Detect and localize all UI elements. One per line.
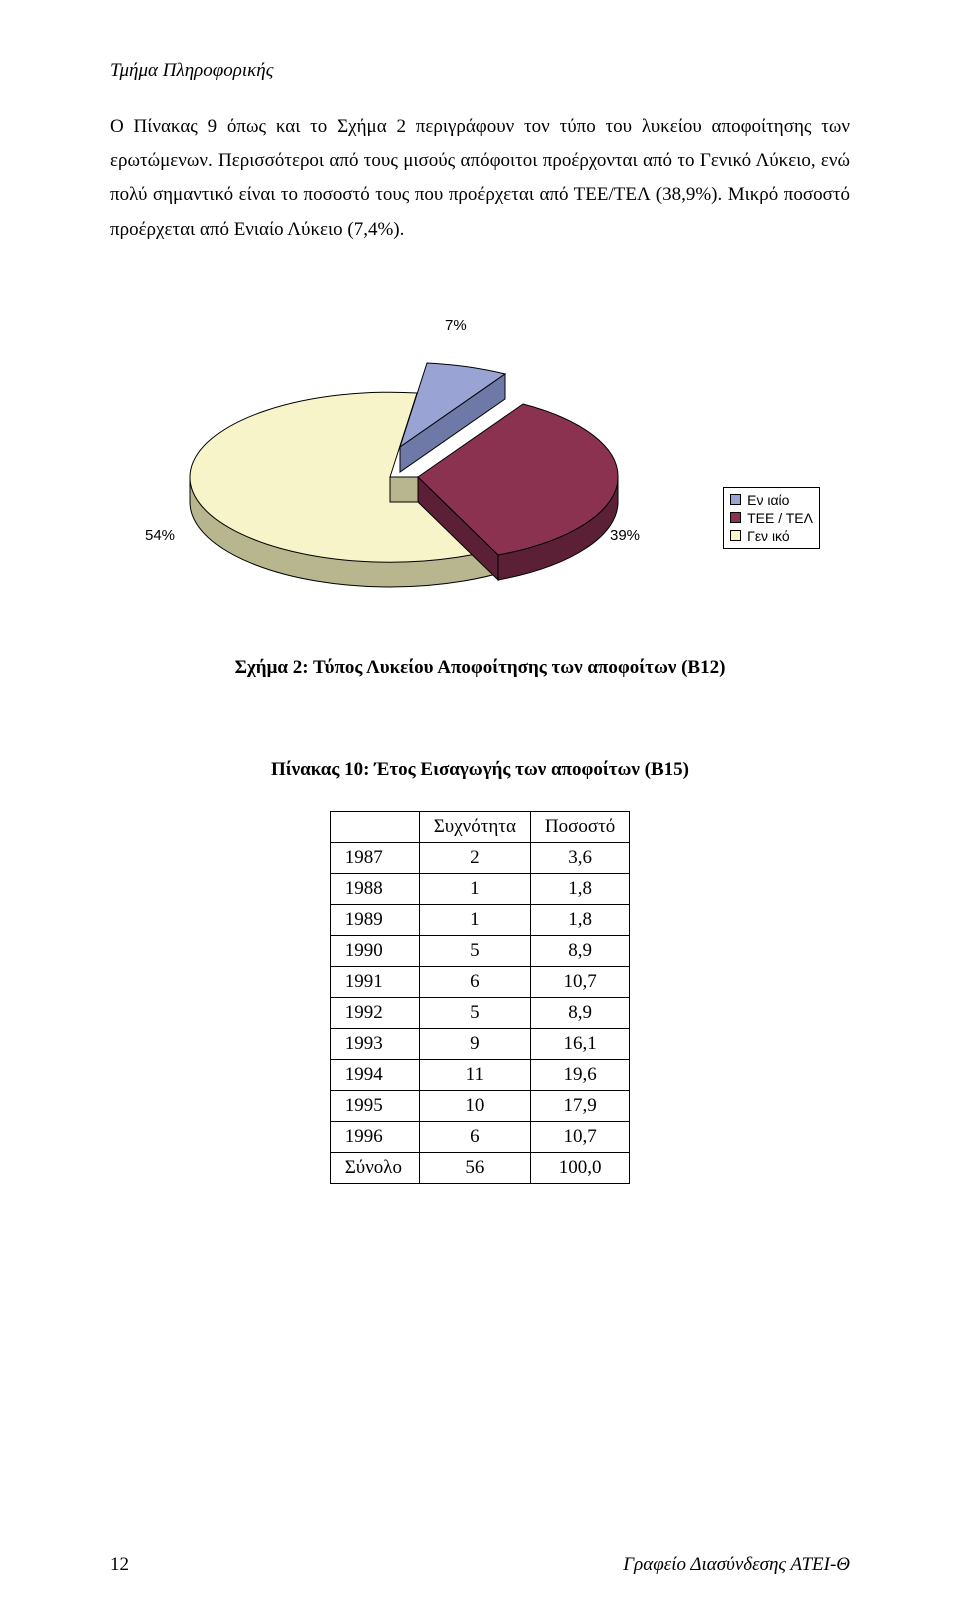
- legend-label: Γεν ικό: [747, 528, 790, 544]
- cell: 8,9: [530, 935, 629, 966]
- table-row: 198811,8: [330, 873, 630, 904]
- cell: 5: [419, 935, 530, 966]
- row-label: 1988: [330, 873, 419, 904]
- cell: 5: [419, 997, 530, 1028]
- figure-caption: Σχήμα 2: Τύπος Λυκείου Αποφοίτησης των α…: [110, 657, 850, 679]
- col-blank: [330, 811, 419, 842]
- table-row: 199058,9: [330, 935, 630, 966]
- cell: 10,7: [530, 966, 629, 997]
- cell: 6: [419, 1121, 530, 1152]
- table-row: 199258,9: [330, 997, 630, 1028]
- cell: 11: [419, 1059, 530, 1090]
- slice-label-geniko: 54%: [145, 527, 175, 544]
- footer-org: Γραφείο Διασύνδεσης ΑΤΕΙ-Θ: [623, 1554, 850, 1576]
- cell: 8,9: [530, 997, 629, 1028]
- row-label: 1990: [330, 935, 419, 966]
- cell: 2: [419, 842, 530, 873]
- row-label: 1992: [330, 997, 419, 1028]
- table-row: 198723,6: [330, 842, 630, 873]
- row-label: 1991: [330, 966, 419, 997]
- cell: 56: [419, 1152, 530, 1183]
- legend-swatch: [730, 494, 741, 505]
- cell: 100,0: [530, 1152, 629, 1183]
- table-caption: Πίνακας 10: Έτος Εισαγωγής των αποφοίτων…: [110, 759, 850, 781]
- legend-item: Εν ιαίο: [730, 492, 813, 508]
- legend-swatch: [730, 512, 741, 523]
- cell: 9: [419, 1028, 530, 1059]
- row-label: 1994: [330, 1059, 419, 1090]
- legend-item: Γεν ικό: [730, 528, 813, 544]
- legend-label: Εν ιαίο: [747, 492, 789, 508]
- page: Τμήμα Πληροφορικής Ο Πίνακας 9 όπως και …: [0, 0, 960, 1624]
- pie-svg: [160, 317, 720, 597]
- row-label: 1989: [330, 904, 419, 935]
- data-table: Συχνότητα Ποσοστό 198723,6198811,8198911…: [330, 811, 631, 1184]
- legend-swatch: [730, 530, 741, 541]
- cell: 10,7: [530, 1121, 629, 1152]
- row-label: 1993: [330, 1028, 419, 1059]
- slice-label-tee: 39%: [610, 527, 640, 544]
- row-label: 1995: [330, 1090, 419, 1121]
- row-label: Σύνολο: [330, 1152, 419, 1183]
- pie-chart: 7%: [140, 317, 820, 617]
- cell: 10: [419, 1090, 530, 1121]
- table-body: 198723,6198811,8198911,8199058,91991610,…: [330, 842, 630, 1183]
- cell: 1: [419, 904, 530, 935]
- cell: 16,1: [530, 1028, 629, 1059]
- table-row: 1991610,7: [330, 966, 630, 997]
- table-row: 1996610,7: [330, 1121, 630, 1152]
- table-row: 1993916,1: [330, 1028, 630, 1059]
- table-row: Σύνολο56100,0: [330, 1152, 630, 1183]
- legend-item: ΤΕΕ / ΤΕΛ: [730, 510, 813, 526]
- cell: 1,8: [530, 873, 629, 904]
- table-header-row: Συχνότητα Ποσοστό: [330, 811, 630, 842]
- cell: 19,6: [530, 1059, 629, 1090]
- cell: 1,8: [530, 904, 629, 935]
- cell: 6: [419, 966, 530, 997]
- table-row: 198911,8: [330, 904, 630, 935]
- cell: 17,9: [530, 1090, 629, 1121]
- page-footer: 12 Γραφείο Διασύνδεσης ΑΤΕΙ-Θ: [110, 1554, 850, 1576]
- page-header: Τμήμα Πληροφορικής: [110, 60, 850, 82]
- row-label: 1987: [330, 842, 419, 873]
- cell: 3,6: [530, 842, 629, 873]
- body-paragraph: Ο Πίνακας 9 όπως και το Σχήμα 2 περιγράφ…: [110, 110, 850, 247]
- legend-label: ΤΕΕ / ΤΕΛ: [747, 510, 813, 526]
- page-number: 12: [110, 1554, 129, 1576]
- row-label: 1996: [330, 1121, 419, 1152]
- col-freq: Συχνότητα: [419, 811, 530, 842]
- col-pct: Ποσοστό: [530, 811, 629, 842]
- pie-legend: Εν ιαίο ΤΕΕ / ΤΕΛ Γεν ικό: [723, 487, 820, 549]
- cell: 1: [419, 873, 530, 904]
- table-row: 19951017,9: [330, 1090, 630, 1121]
- table-row: 19941119,6: [330, 1059, 630, 1090]
- slice-label-eniaio: 7%: [445, 317, 467, 334]
